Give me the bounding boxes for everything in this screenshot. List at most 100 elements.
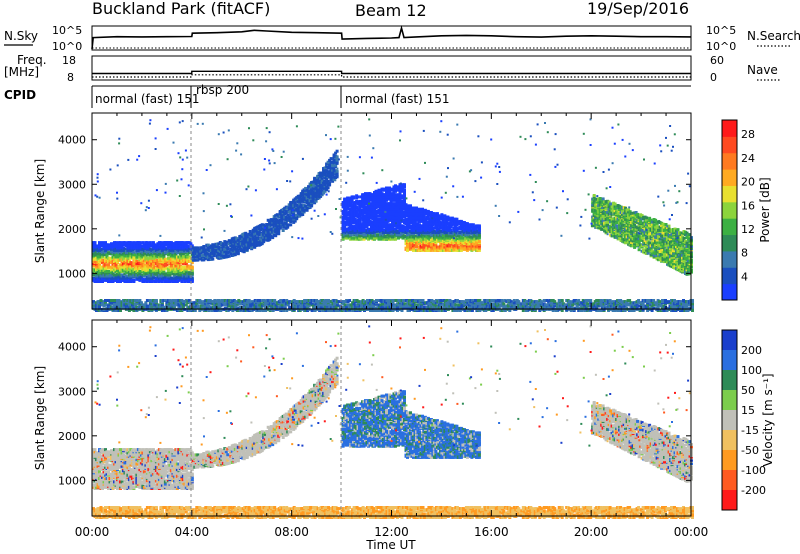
power-echo-cell (613, 202, 617, 206)
power-echo-cell (293, 219, 297, 223)
power-echo-cell (592, 194, 596, 197)
power-echo-cell (190, 276, 194, 280)
power-echo-cell (368, 219, 372, 223)
power-echo-cell (404, 217, 408, 221)
power-echo-cell (186, 244, 190, 248)
power-echo-cell (477, 240, 481, 243)
power-echo-cell (190, 268, 194, 272)
power-echo-cell (313, 201, 317, 205)
power-echo-cell (163, 277, 167, 281)
power-echo-cell (277, 232, 281, 236)
power-echo-cell (101, 280, 104, 283)
power-echo-cell (227, 254, 231, 258)
power-echo-cell (262, 240, 266, 244)
power-echo-cell (157, 262, 161, 266)
power-echo-cell (206, 252, 210, 256)
power-echo-cell (409, 204, 412, 208)
power-echo-cell (132, 278, 136, 282)
power-echo-cell (135, 260, 139, 263)
power-echo-cell (286, 213, 290, 217)
power-echo-cell (314, 199, 318, 203)
freq-left-tick-bottom: 8 (67, 71, 74, 84)
power-echo-cell (359, 234, 363, 238)
power-echo-cell (96, 277, 100, 281)
power-echo-cell (153, 256, 157, 260)
cpid-mode-1: normal (fast) 151 (95, 92, 199, 106)
power-echo-cell (235, 237, 239, 241)
power-echo-cell (181, 262, 185, 266)
power-echo-cell (233, 246, 237, 250)
power-echo-cell (328, 181, 332, 185)
power-echo-cell (323, 183, 327, 187)
power-echo-cell (126, 241, 130, 245)
power-echo-cell (257, 233, 261, 237)
power-echo-cell (281, 210, 285, 214)
power-echo-cell (353, 224, 357, 228)
beam-label: Beam 12 (355, 1, 427, 20)
power-echo-cell (382, 187, 385, 191)
power-echo-cell (320, 177, 324, 181)
power-echo-cell (630, 229, 634, 233)
power-echo-cell (184, 271, 188, 275)
power-echo-cell (141, 241, 145, 245)
date-label: 19/Sep/2016 (587, 0, 689, 18)
power-echo-cell (98, 246, 101, 250)
power-echo-cell (160, 280, 164, 283)
power-echo-cell (93, 247, 97, 251)
power-echo-cell (349, 202, 353, 206)
power-echo-cell (356, 195, 360, 199)
power-echo-cell (636, 212, 640, 216)
cpid-strip: CPID normal (fast) 151 rbsp 200 normal (… (4, 83, 691, 108)
power-echo-cell (331, 179, 335, 183)
power-echo-cell (96, 267, 100, 271)
power-echo-cell (104, 241, 107, 245)
power-echo-cell (307, 189, 311, 193)
power-echo-cell (160, 274, 164, 278)
power-echo-cell (328, 183, 332, 187)
power-echo-cell (126, 256, 130, 260)
power-echo-cell (335, 173, 339, 177)
power-echo-cell (326, 186, 330, 190)
power-echo-cell (358, 221, 362, 224)
power-echo-cell (238, 245, 242, 248)
power-echo-cell (403, 183, 406, 187)
power-echo-cell (645, 216, 649, 220)
power-echo-cell (154, 277, 158, 281)
power-echo-cell (648, 241, 652, 245)
power-echo-cell (334, 163, 338, 167)
power-echo-cell (107, 263, 110, 267)
nsky-right-tick-bottom: 10^0 (706, 40, 736, 53)
freq-left-tick-top: 18 (62, 54, 76, 67)
power-echo-cell (95, 244, 98, 248)
power-echo-cell (440, 213, 444, 217)
power-echo-cell (190, 271, 194, 275)
power-echo-cell (320, 189, 324, 193)
power-echo-cell (186, 253, 190, 257)
power-echo-cell (322, 191, 326, 195)
power-echo-cell (107, 265, 110, 269)
power-echo-cell (359, 237, 363, 241)
power-echo-cell (268, 225, 272, 229)
power-echo-cell (335, 169, 339, 173)
power-echo-cell (461, 236, 465, 240)
freq-label-line2: [MHz] (4, 65, 39, 79)
power-echo-cell (268, 236, 272, 240)
power-echo-cell (202, 245, 206, 248)
power-echo-cell (314, 193, 318, 197)
power-echo-cell (126, 258, 130, 262)
power-echo-cell (289, 223, 293, 227)
power-echo-cell (355, 205, 359, 209)
power-echo-cell (96, 257, 100, 261)
power-echo-cell (142, 263, 146, 267)
power-echo-cell (349, 233, 353, 237)
freq-label-line1: Freq. (17, 53, 47, 67)
nave-label: Nave (747, 63, 778, 77)
power-echo-cell (98, 263, 101, 267)
power-echo-cell (145, 278, 149, 282)
power-echo-cell (101, 241, 104, 245)
power-echo-cell (189, 242, 193, 246)
power-echo-cell (177, 266, 181, 270)
cpid-mode-2: rbsp 200 (196, 83, 249, 97)
power-echo-cell (271, 236, 275, 240)
